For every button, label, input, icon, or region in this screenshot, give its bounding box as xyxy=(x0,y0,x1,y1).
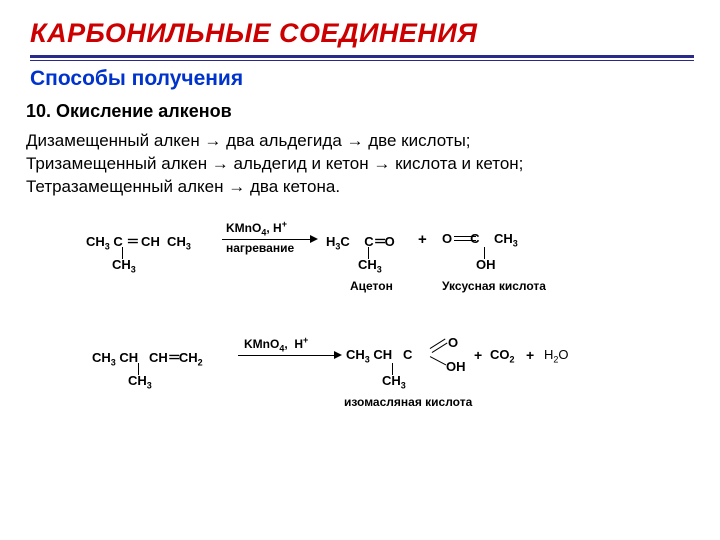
r1-prod2-bottom: OH xyxy=(476,257,496,272)
section-title: Окисление алкенов xyxy=(56,101,232,121)
r1-plus: + xyxy=(418,231,427,248)
slide-subtitle: Способы получения xyxy=(30,67,694,91)
r2-h2o: H2O xyxy=(544,347,569,365)
r1-prod1-top: H3C C＝O xyxy=(326,231,395,252)
body-line-1: Дизамещенный алкен → два альдегида → две… xyxy=(26,130,694,153)
r2-prod-OH: OH xyxy=(446,359,466,374)
r1-reactant-top: CH3 C ＝ CH CH3 xyxy=(86,231,191,252)
r2-arrow-shaft xyxy=(238,355,336,356)
section-heading: 10. Окисление алкенов xyxy=(26,101,694,122)
r2-prod-O: O xyxy=(448,335,458,350)
slide-title: КАРБОНИЛЬНЫЕ СОЕДИНЕНИЯ xyxy=(30,18,694,49)
r2-prod-bottom: CH3 xyxy=(382,373,406,391)
body-line-3: Тетразамещенный алкен → два кетона. xyxy=(26,176,694,199)
r2-label: изомасляная кислота xyxy=(344,395,472,409)
r1-label-acid: Уксусная кислота xyxy=(442,279,546,293)
r2-prod-top: CH3 CH C xyxy=(346,347,412,365)
r1-arrow-shaft xyxy=(222,239,312,240)
r2-reactant-top: CH3 CH CH＝CH2 xyxy=(92,347,203,368)
r1-prod1-bottom: CH3 xyxy=(358,257,382,275)
r2-co2: CO2 xyxy=(490,347,515,365)
body-line-2: Тризамещенный алкен → альдегид и кетон →… xyxy=(26,153,694,176)
r1-reagent-bottom: нагревание xyxy=(226,241,294,255)
body-text: Дизамещенный алкен → два альдегида → две… xyxy=(26,130,694,199)
r1-reagent-top: KMnO4, H+ xyxy=(226,219,287,237)
title-underline xyxy=(30,55,694,61)
reaction-2: CH3 CH CH＝CH2 CH3 KMnO4, H+ CH3 CH C CH3… xyxy=(86,333,666,423)
r2-reagent-top: KMnO4, H+ xyxy=(244,335,308,353)
r1-label-acetone: Ацетон xyxy=(350,279,393,293)
section-number: 10. xyxy=(26,101,51,121)
r1-arrow-head xyxy=(310,235,318,243)
r2-plus2: + xyxy=(526,347,534,363)
r2-arrow-head xyxy=(334,351,342,359)
reaction-1: CH3 C ＝ CH CH3 CH3 KMnO4, H+ нагревание … xyxy=(86,217,646,307)
r1-reactant-bottom: CH3 xyxy=(112,257,136,275)
r2-plus1: + xyxy=(474,347,482,363)
r2-reactant-bottom: CH3 xyxy=(128,373,152,391)
